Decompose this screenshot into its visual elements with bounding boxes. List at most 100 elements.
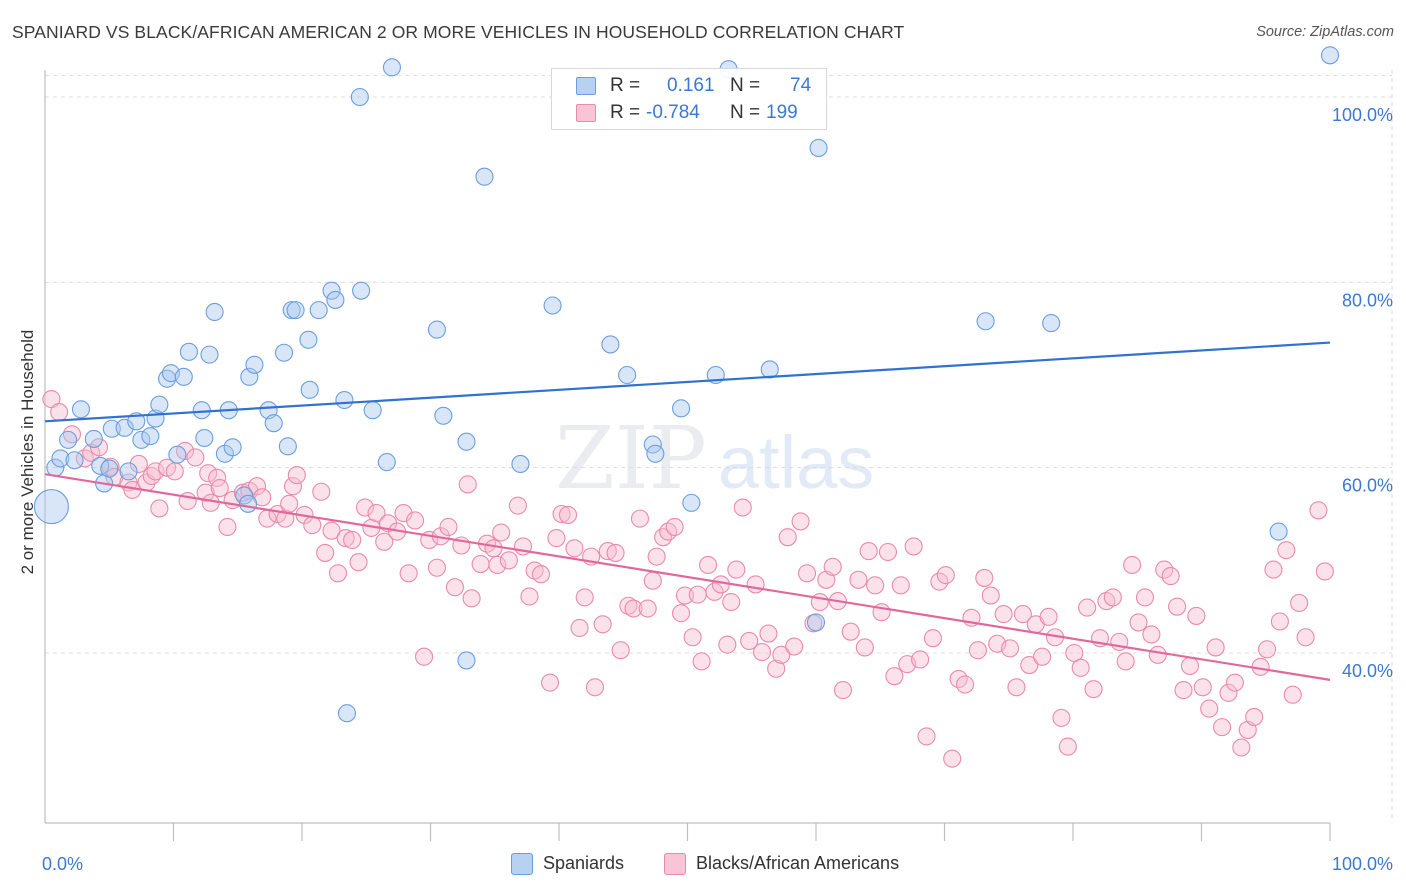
data-point-blacks [540, 673, 560, 692]
data-point-blacks [891, 576, 910, 595]
data-point-blacks [683, 628, 702, 647]
series-spaniards-points [33, 46, 1340, 723]
data-point-spaniards [150, 395, 169, 414]
data-point-blacks [1206, 638, 1225, 657]
data-point-spaniards [264, 414, 283, 433]
data-point-spaniards [84, 429, 103, 448]
data-point-blacks [956, 675, 975, 694]
data-point-blacks [552, 504, 571, 524]
data-point-blacks [585, 678, 605, 697]
data-point-blacks [1013, 605, 1032, 624]
data-point-blacks [1174, 681, 1193, 700]
data-point-spaniards [71, 400, 91, 419]
data-point-blacks [484, 539, 503, 558]
data-point-blacks [1148, 645, 1167, 664]
data-point-blacks [911, 650, 930, 669]
data-point-blacks [210, 479, 229, 498]
tick-labels: 40.0% 60.0% 80.0% 100.0% 0.0% 100.0% [42, 105, 1393, 874]
data-point-spaniards [215, 444, 234, 463]
data-point-blacks [855, 638, 874, 657]
correlation-legend: R = 0.161 N = 74 R = -0.784 N = 199 [551, 68, 827, 130]
data-point-blacks [904, 537, 923, 556]
data-point-blacks [280, 494, 299, 513]
series-blacks-points [42, 390, 1334, 768]
data-point-blacks [201, 493, 220, 512]
data-point-blacks [1129, 613, 1148, 632]
y-axis-label: 2 or more Vehicles in Household [18, 329, 37, 575]
data-point-blacks [598, 542, 617, 561]
data-point-spaniards [278, 437, 297, 456]
data-point-spaniards [434, 406, 453, 425]
data-point-blacks [570, 618, 589, 638]
data-point-blacks [859, 542, 878, 561]
data-point-blacks [406, 511, 425, 530]
data-point-spaniards [65, 451, 84, 470]
data-point-blacks [630, 509, 650, 528]
axes [44, 70, 1331, 841]
data-point-spaniards [282, 301, 301, 320]
data-point-blacks [705, 582, 724, 601]
data-point-blacks [1277, 541, 1296, 560]
data-point-blacks [1033, 647, 1052, 666]
data-point-blacks [1219, 683, 1238, 702]
data-point-blacks [672, 604, 691, 623]
legend-swatch-pink [576, 104, 596, 122]
legend-n-value: 199 [766, 102, 798, 123]
data-point-blacks [930, 572, 949, 591]
data-point-blacks [547, 529, 566, 548]
data-point-spaniards [205, 302, 224, 322]
data-point-blacks [1103, 588, 1122, 607]
data-point-blacks [328, 564, 348, 583]
chart-title: SPANIARD VS BLACK/AFRICAN AMERICAN 2 OR … [12, 22, 905, 42]
data-point-blacks [866, 576, 885, 595]
data-point-spaniards [195, 428, 214, 448]
data-point-blacks [841, 622, 860, 641]
data-point-blacks [746, 575, 765, 594]
data-point-blacks [531, 565, 551, 584]
data-point-blacks [994, 605, 1013, 624]
data-point-spaniards [115, 418, 134, 437]
data-point-blacks [1264, 560, 1283, 579]
data-point-blacks [665, 517, 684, 537]
data-point-blacks [150, 499, 169, 518]
data-point-blacks [146, 462, 165, 481]
data-point-blacks [1135, 588, 1155, 607]
data-point-blacks [767, 659, 786, 678]
data-point-blacks [303, 516, 322, 535]
data-point-spaniards [322, 281, 341, 300]
data-point-spaniards [299, 330, 318, 349]
data-point-spaniards [119, 462, 138, 481]
data-point-blacks [1078, 598, 1097, 617]
data-point-blacks [1245, 707, 1264, 726]
data-point-blacks [1290, 593, 1309, 613]
data-point-spaniards [1042, 314, 1061, 333]
data-point-spaniards [274, 343, 294, 362]
data-point-blacks [199, 464, 218, 483]
data-point-blacks [1058, 737, 1077, 756]
data-point-blacks [1283, 685, 1302, 704]
data-point-blacks [558, 505, 578, 524]
data-point-spaniards [457, 651, 476, 670]
data-point-blacks [699, 555, 718, 575]
data-point-blacks [355, 498, 375, 517]
legend-r-value: 0.161 [667, 75, 715, 96]
data-point-blacks [471, 554, 490, 574]
data-point-spaniards [1269, 522, 1288, 541]
data-point-spaniards [326, 290, 345, 309]
data-point-spaniards [240, 367, 259, 386]
y-tick-label: 80.0% [1342, 290, 1393, 310]
data-point-blacks [752, 643, 772, 662]
data-point-blacks [917, 727, 936, 746]
data-point-blacks [772, 645, 791, 664]
data-point-blacks [1161, 567, 1180, 586]
data-point-blacks [129, 454, 148, 474]
data-point-blacks [778, 528, 797, 547]
trend-line-spaniards [44, 341, 1331, 423]
data-point-blacks [1180, 656, 1199, 676]
data-point-blacks [445, 578, 464, 597]
legend-r-value: -0.784 [646, 102, 700, 123]
data-point-blacks [624, 599, 643, 618]
data-point-blacks [1071, 658, 1090, 677]
data-point-blacks [785, 637, 804, 656]
data-point-spaniards [200, 345, 219, 364]
